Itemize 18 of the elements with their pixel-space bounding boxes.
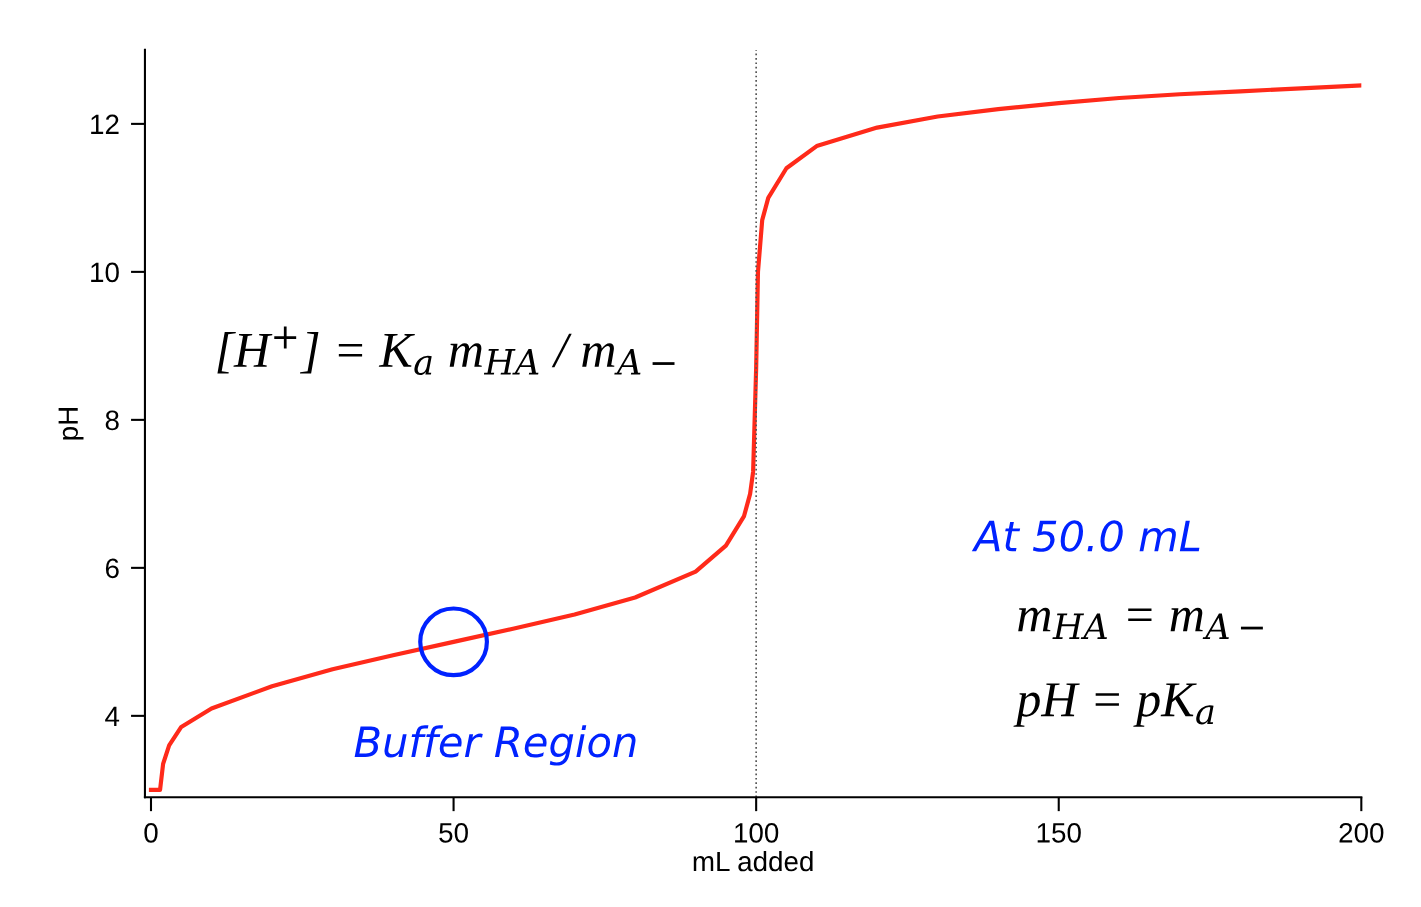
y-tick-label: 10 [91, 262, 119, 283]
x-tick-label: 200 [1339, 822, 1384, 843]
annotation: pH = pK$_{a}$ [1013, 683, 1214, 727]
annotation: m$_{HA}$ = m$_{A−}$ [1018, 607, 1263, 640]
y-tick-label: 4 [105, 706, 120, 726]
y-axis-title: pH [58, 408, 84, 440]
line-series [148, 83, 1362, 792]
x-tick-label: 100 [735, 822, 779, 843]
y-tick-label: 8 [105, 410, 119, 431]
annotation: Buffer Region [354, 725, 636, 766]
annotation: [H$^{+}$] = K$_{a}$ m$_{HA}$ / m$_{A−}$ [217, 326, 675, 376]
x-axis-title: mL added [693, 850, 813, 872]
x-tick-label: 0 [144, 822, 158, 843]
y-tick-label: 6 [105, 558, 119, 579]
annotation: At 50.0 mL [971, 520, 1200, 552]
x-tick-label: 50 [439, 822, 468, 843]
x-tick-label: 150 [1037, 822, 1081, 843]
y-tick-label: 12 [91, 114, 119, 134]
